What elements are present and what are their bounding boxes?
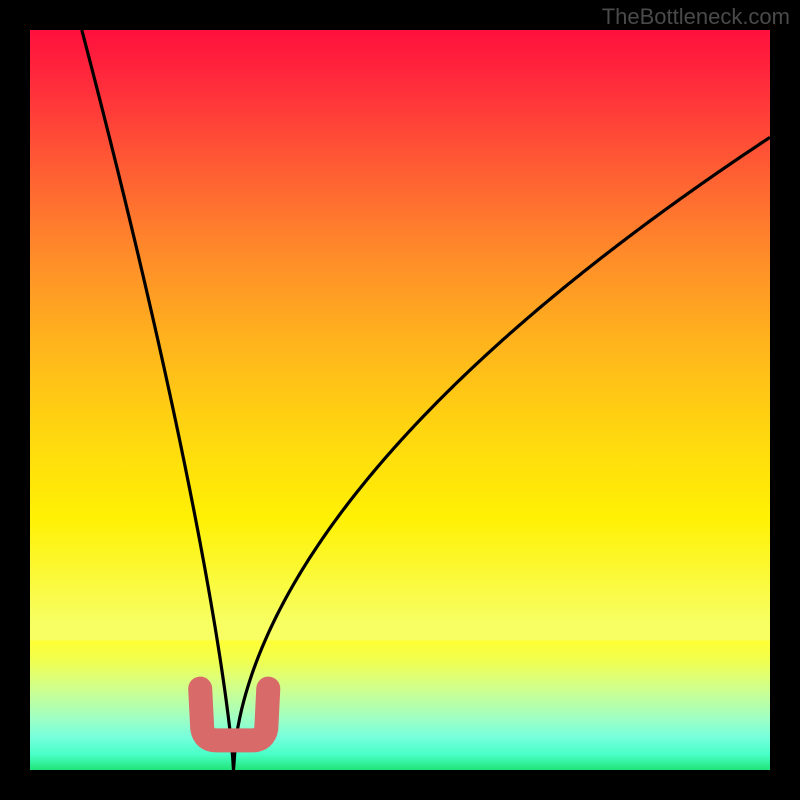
watermark-text: TheBottleneck.com — [602, 4, 790, 30]
chart-svg — [0, 0, 800, 800]
chart-stage: TheBottleneck.com — [0, 0, 800, 800]
gradient-front — [30, 641, 770, 771]
